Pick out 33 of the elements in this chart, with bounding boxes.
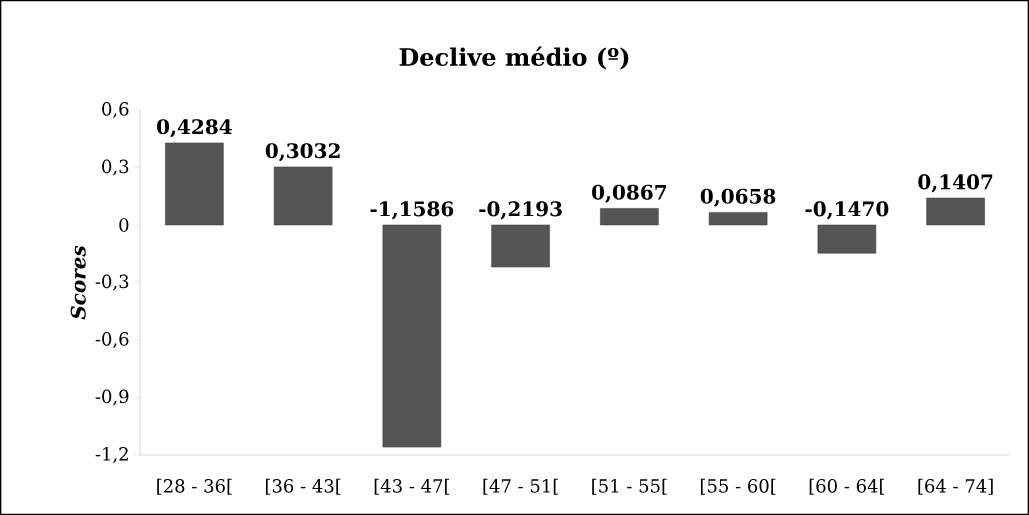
y-tick-label: -1,2	[95, 447, 128, 463]
chart-title: Declive médio (º)	[399, 46, 629, 70]
data-label: -0,2193	[479, 201, 562, 220]
bar	[165, 142, 224, 226]
y-axis-title: Scores	[70, 245, 86, 320]
data-label: 0,4284	[157, 119, 232, 138]
y-tick-label: -0,3	[95, 274, 129, 291]
x-tick-label: [36 - 43[	[265, 478, 341, 495]
bar	[708, 212, 768, 226]
x-tick-label: [43 - 47[	[374, 478, 450, 495]
data-label: -1,1586	[370, 201, 454, 220]
x-tick-label: [51 - 55[	[592, 478, 667, 495]
x-tick-label: [47 - 51[	[483, 478, 558, 495]
bar	[382, 224, 442, 448]
y-tick-label: 0,6	[102, 102, 129, 118]
y-tick-label: 0,3	[102, 159, 129, 176]
x-tick-label: [60 - 64[	[809, 478, 885, 495]
data-label: 0,1407	[918, 174, 993, 193]
x-tick-label: [55 - 60[	[700, 478, 776, 495]
y-tick-label: -0,6	[95, 332, 129, 348]
y-tick-label: 0	[119, 218, 129, 232]
bar	[600, 208, 659, 226]
x-tick-label: [28 - 36[	[157, 478, 232, 495]
bar	[491, 224, 550, 268]
y-tick-label: -0,9	[95, 389, 129, 406]
bar	[817, 224, 877, 254]
data-label: 0,3032	[265, 143, 340, 162]
bar	[273, 166, 333, 226]
data-label: 0,0658	[700, 188, 776, 207]
data-label: -0,1470	[805, 201, 889, 220]
bar	[926, 197, 985, 226]
x-tick-label: [64 - 74]	[918, 478, 993, 495]
data-label: 0,0867	[592, 184, 666, 203]
